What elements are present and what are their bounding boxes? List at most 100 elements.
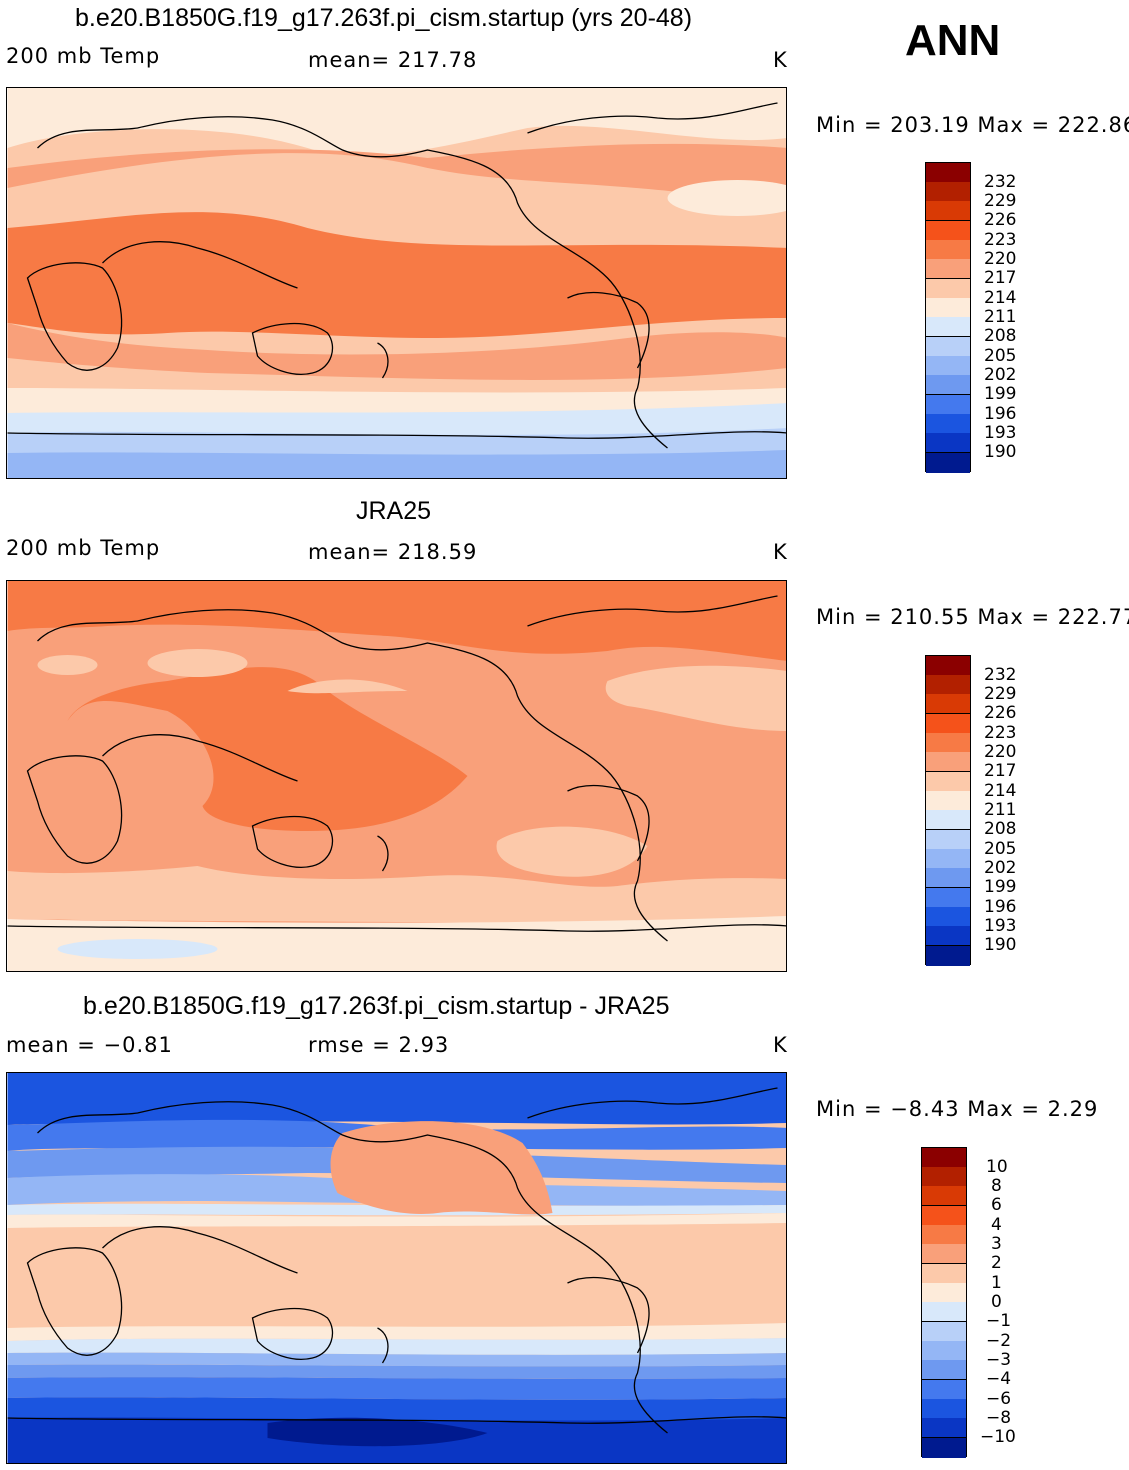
panel2-colorbar-swatch xyxy=(926,791,970,811)
panel3-colorbar-label: 8 xyxy=(991,1176,1002,1196)
panel2-colorbar-label: 226 xyxy=(984,703,1017,723)
panel1-colorbar-swatch xyxy=(926,395,970,415)
panel3-colorbar-swatch xyxy=(922,1225,966,1245)
panel1-title: b.e20.B1850G.f19_g17.263f.pi_cism.startu… xyxy=(75,4,693,32)
panel3-colorbar-swatch xyxy=(922,1302,966,1322)
panel3-colorbar-label: 3 xyxy=(991,1234,1002,1254)
panel1-colorbar-swatch xyxy=(926,259,970,279)
panel2-colorbar-label: 199 xyxy=(984,877,1017,897)
panel1-colorbar-swatch xyxy=(926,453,970,473)
panel2-colorbar-label: 211 xyxy=(984,800,1017,820)
panel3-map xyxy=(6,1072,787,1464)
panel1-colorbar-label: 232 xyxy=(984,172,1017,192)
panel1-colorbar-swatch xyxy=(926,298,970,318)
panel1-colorbar-swatch xyxy=(926,221,970,241)
panel1-minmax-label: Min = 203.19 Max = 222.86 xyxy=(816,113,1129,137)
panel3-colorbar-label: −6 xyxy=(986,1389,1012,1409)
panel3-colorbar-label: 0 xyxy=(991,1292,1002,1312)
panel1-colorbar-swatch xyxy=(926,414,970,434)
panel2-variable-label: 200 mb Temp xyxy=(6,536,161,560)
panel3-colorbar-swatch xyxy=(922,1399,966,1419)
panel2-colorbar-label: 232 xyxy=(984,665,1017,685)
panel3-colorbar-label: 2 xyxy=(991,1253,1002,1273)
panel3-minmax-label: Min = −8.43 Max = 2.29 xyxy=(816,1097,1099,1121)
panel2-colorbar-label: 202 xyxy=(984,858,1017,878)
panel1-colorbar-label: 196 xyxy=(984,404,1017,424)
panel2-colorbar-label: 208 xyxy=(984,819,1017,839)
panel3-rmse-label: rmse = 2.93 xyxy=(308,1033,450,1057)
panel2-colorbar-label: 193 xyxy=(984,916,1017,936)
panel2-colorbar-swatch xyxy=(926,694,970,714)
panel1-coastlines xyxy=(7,102,786,449)
panel3-colorbar-swatch xyxy=(922,1148,966,1168)
panel1-map xyxy=(6,87,787,479)
panel2-colorbar-label: 214 xyxy=(984,781,1017,801)
panel2-colorbar-label: 223 xyxy=(984,723,1017,743)
panel1-colorbar-swatch xyxy=(926,375,970,395)
panel3-colorbar-swatch xyxy=(922,1167,966,1187)
panel1-colorbar-label: 214 xyxy=(984,288,1017,308)
panel1-colorbar-swatch xyxy=(926,201,970,221)
panel1-colorbar-label: 208 xyxy=(984,326,1017,346)
panel1-colorbar-swatch xyxy=(926,182,970,202)
panel2-colorbar-swatch xyxy=(926,946,970,966)
panel1-colorbar-label: 223 xyxy=(984,230,1017,250)
panel3-colorbar-label: 1 xyxy=(991,1273,1002,1293)
panel1-colorbar-label: 202 xyxy=(984,365,1017,385)
panel2-colorbar-swatch xyxy=(926,752,970,772)
panel2-colorbar-label: 190 xyxy=(984,935,1017,955)
panel2-colorbar-swatch xyxy=(926,772,970,792)
panel3-colorbar-swatch xyxy=(922,1186,966,1206)
panel1-colorbar xyxy=(925,162,971,473)
panel3-colorbar-swatch xyxy=(922,1264,966,1284)
panel3-colorbar-label: −10 xyxy=(980,1427,1016,1447)
panel2-colorbar-label: 205 xyxy=(984,839,1017,859)
panel3-title: b.e20.B1850G.f19_g17.263f.pi_cism.startu… xyxy=(83,992,670,1020)
panel1-colorbar-label: 190 xyxy=(984,442,1017,462)
panel2-colorbar-swatch xyxy=(926,714,970,734)
panel2-minmax-label: Min = 210.55 Max = 222.77 xyxy=(816,605,1129,629)
panel2-coastlines xyxy=(7,595,786,942)
panel3-colorbar-swatch xyxy=(922,1418,966,1438)
panel2-colorbar-swatch xyxy=(926,868,970,888)
panel2-units-label: K xyxy=(773,540,788,564)
panel1-colorbar-swatch xyxy=(926,317,970,337)
panel3-colorbar-swatch xyxy=(922,1438,966,1458)
panel3-colorbar-swatch xyxy=(922,1380,966,1400)
panel3-colorbar-swatch xyxy=(922,1341,966,1361)
panel3-colorbar-label: 10 xyxy=(986,1157,1008,1177)
panel1-colorbar-label: 211 xyxy=(984,307,1017,327)
panel2-colorbar-swatch xyxy=(926,810,970,830)
panel3-colorbar-label: 6 xyxy=(991,1195,1002,1215)
panel3-mean-label: mean = −0.81 xyxy=(6,1033,173,1057)
panel1-colorbar-swatch xyxy=(926,279,970,299)
panel1-colorbar-label: 220 xyxy=(984,249,1017,269)
panel3-colorbar-label: −3 xyxy=(986,1350,1012,1370)
panel3-coastlines xyxy=(7,1087,786,1434)
panel3-colorbar-label: −2 xyxy=(986,1331,1012,1351)
panel3-colorbar-label: −4 xyxy=(986,1369,1012,1389)
panel1-colorbar-swatch xyxy=(926,163,970,183)
panel2-colorbar-label: 220 xyxy=(984,742,1017,762)
panel3-colorbar xyxy=(921,1147,967,1458)
panel1-colorbar-label: 226 xyxy=(984,210,1017,230)
panel2-colorbar-swatch xyxy=(926,656,970,676)
panel1-colorbar-swatch xyxy=(926,337,970,357)
panel3-colorbar-swatch xyxy=(922,1322,966,1342)
panel2-colorbar-swatch xyxy=(926,926,970,946)
panel3-colorbar-swatch xyxy=(922,1206,966,1226)
panel2-map xyxy=(6,580,787,972)
panel1-colorbar-label: 193 xyxy=(984,423,1017,443)
panel3-colorbar-swatch xyxy=(922,1360,966,1380)
panel2-colorbar-label: 229 xyxy=(984,684,1017,704)
panel1-colorbar-swatch xyxy=(926,356,970,376)
panel2-title: JRA25 xyxy=(356,497,432,525)
panel1-colorbar-label: 229 xyxy=(984,191,1017,211)
panel3-colorbar-label: −8 xyxy=(986,1408,1012,1428)
panel1-colorbar-label: 205 xyxy=(984,346,1017,366)
panel3-colorbar-swatch xyxy=(922,1244,966,1264)
panel2-colorbar-swatch xyxy=(926,733,970,753)
panel3-units-label: K xyxy=(773,1033,788,1057)
panel1-colorbar-label: 217 xyxy=(984,268,1017,288)
panel2-colorbar xyxy=(925,655,971,966)
